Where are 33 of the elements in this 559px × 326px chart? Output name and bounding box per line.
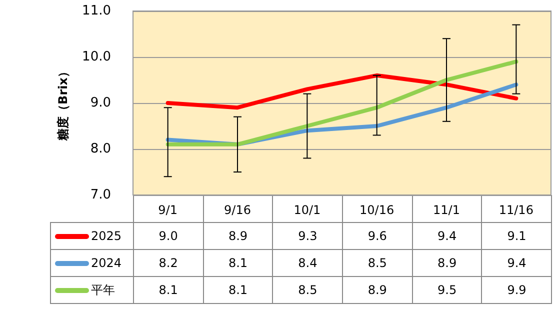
data-label: 9.1: [482, 222, 552, 250]
x-tick-label: 9/16: [224, 203, 251, 217]
data-label: 9.9: [482, 276, 552, 304]
data-label: 8.1: [203, 250, 273, 276]
data-label: 9.0: [134, 222, 204, 250]
data-label: 8.9: [412, 250, 482, 276]
x-tick-label: 11/16: [498, 203, 534, 217]
y-tick-label: 11.0: [82, 4, 111, 18]
data-label: 9.4: [482, 250, 552, 276]
data-label: 8.1: [134, 276, 204, 304]
data-label: 9.4: [412, 222, 482, 250]
data-label: 9.5: [412, 276, 482, 304]
x-tick-label: 11/1: [433, 203, 460, 217]
legend-label: 平年: [50, 276, 134, 304]
y-tick-label: 9.0: [90, 96, 111, 110]
data-label: 8.5: [272, 276, 343, 304]
legend-label: 2024: [50, 250, 134, 276]
data-label: 9.6: [342, 222, 412, 250]
data-label: 8.9: [203, 222, 273, 250]
data-label: 8.5: [342, 250, 412, 276]
x-tick-label: 9/1: [158, 203, 178, 217]
y-tick-label: 7.0: [90, 188, 111, 202]
x-tick-label: 10/16: [360, 203, 394, 217]
y-tick-label: 8.0: [90, 142, 111, 156]
data-label: 8.1: [203, 276, 273, 304]
y-tick-label: 10.0: [82, 50, 111, 64]
data-label: 8.9: [342, 276, 412, 304]
legend-label: 2025: [50, 222, 134, 250]
data-label: 8.4: [272, 250, 343, 276]
data-label: 8.2: [134, 250, 204, 276]
data-label: 9.3: [272, 222, 343, 250]
y-axis-title: 糖度（Brix）: [56, 66, 70, 142]
x-tick-label: 10/1: [294, 203, 321, 217]
